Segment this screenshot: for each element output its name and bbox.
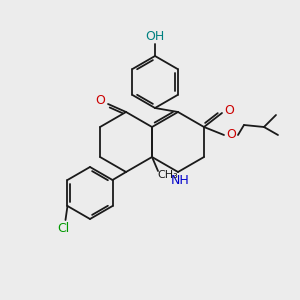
Text: OH: OH	[146, 29, 165, 43]
Text: NH: NH	[171, 173, 189, 187]
Text: O: O	[226, 128, 236, 142]
Text: O: O	[224, 103, 234, 116]
Text: O: O	[95, 94, 105, 106]
Text: Cl: Cl	[57, 223, 70, 236]
Text: CH₃: CH₃	[158, 170, 178, 180]
